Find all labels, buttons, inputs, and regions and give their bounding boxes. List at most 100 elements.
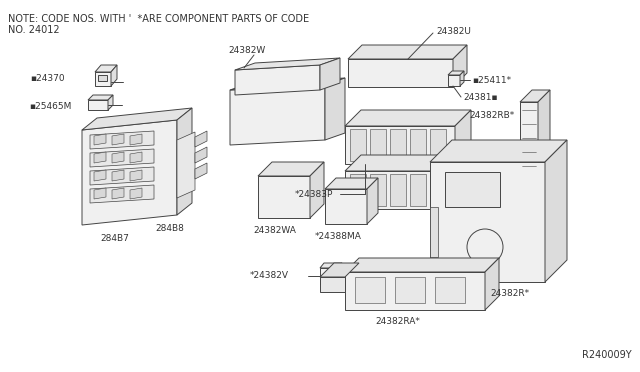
- Polygon shape: [88, 100, 108, 110]
- Polygon shape: [258, 176, 310, 218]
- Text: *24388MA: *24388MA: [315, 231, 362, 241]
- Polygon shape: [448, 71, 464, 75]
- Polygon shape: [345, 272, 485, 310]
- Polygon shape: [94, 152, 106, 163]
- Polygon shape: [430, 129, 446, 161]
- Polygon shape: [320, 263, 359, 277]
- Polygon shape: [350, 129, 366, 161]
- Polygon shape: [430, 207, 438, 257]
- Polygon shape: [320, 277, 345, 292]
- Polygon shape: [410, 174, 426, 206]
- Polygon shape: [130, 152, 142, 163]
- Polygon shape: [94, 170, 106, 181]
- Polygon shape: [410, 129, 426, 161]
- Text: ▪25411*: ▪25411*: [472, 76, 511, 84]
- Polygon shape: [338, 263, 342, 284]
- Polygon shape: [195, 131, 207, 147]
- Polygon shape: [88, 95, 113, 100]
- Polygon shape: [90, 167, 154, 185]
- Bar: [395, 277, 425, 303]
- Polygon shape: [320, 268, 338, 284]
- Polygon shape: [235, 58, 340, 70]
- Text: 24382W: 24382W: [228, 45, 265, 55]
- Polygon shape: [130, 170, 142, 181]
- Polygon shape: [230, 85, 325, 145]
- Polygon shape: [90, 131, 154, 149]
- Polygon shape: [230, 78, 345, 90]
- Text: 24382RB*: 24382RB*: [470, 110, 515, 119]
- Text: 24382WA: 24382WA: [253, 225, 296, 234]
- Polygon shape: [195, 163, 207, 179]
- Polygon shape: [320, 263, 342, 268]
- Polygon shape: [348, 59, 453, 87]
- Polygon shape: [90, 149, 154, 167]
- Polygon shape: [95, 72, 111, 86]
- Polygon shape: [538, 90, 550, 192]
- Polygon shape: [94, 188, 106, 199]
- Polygon shape: [520, 90, 550, 102]
- Text: R240009Y: R240009Y: [582, 350, 632, 360]
- Polygon shape: [320, 58, 340, 90]
- Polygon shape: [455, 155, 471, 209]
- Text: 24382U: 24382U: [436, 26, 471, 35]
- Polygon shape: [82, 120, 177, 225]
- Text: 24381▪: 24381▪: [463, 93, 498, 102]
- Polygon shape: [350, 174, 366, 206]
- Text: 24382RA*: 24382RA*: [375, 317, 420, 327]
- Polygon shape: [108, 95, 113, 110]
- Polygon shape: [345, 171, 455, 209]
- Polygon shape: [545, 140, 567, 282]
- Polygon shape: [325, 78, 345, 140]
- Polygon shape: [370, 174, 386, 206]
- Polygon shape: [177, 132, 195, 198]
- Text: 24382R*: 24382R*: [490, 289, 529, 298]
- Polygon shape: [258, 162, 324, 176]
- Polygon shape: [310, 162, 324, 218]
- Polygon shape: [112, 152, 124, 163]
- Polygon shape: [235, 65, 320, 95]
- Text: 284B7: 284B7: [100, 234, 129, 243]
- Bar: [445, 172, 500, 207]
- Polygon shape: [485, 258, 499, 310]
- Polygon shape: [453, 45, 467, 87]
- Polygon shape: [112, 170, 124, 181]
- Polygon shape: [345, 155, 471, 171]
- Bar: [98, 75, 107, 81]
- Text: NOTE: CODE NOS. WITH '  *ARE COMPONENT PARTS OF CODE: NOTE: CODE NOS. WITH ' *ARE COMPONENT PA…: [8, 14, 309, 24]
- Polygon shape: [130, 134, 142, 145]
- Polygon shape: [195, 147, 207, 163]
- Polygon shape: [95, 65, 117, 72]
- Polygon shape: [345, 110, 471, 126]
- Polygon shape: [430, 162, 545, 282]
- Polygon shape: [448, 75, 460, 86]
- Polygon shape: [94, 134, 106, 145]
- Polygon shape: [130, 188, 142, 199]
- Polygon shape: [325, 189, 367, 224]
- Text: 284B8: 284B8: [155, 224, 184, 232]
- Text: ▪25465M: ▪25465M: [29, 102, 72, 110]
- Bar: [435, 277, 465, 303]
- Text: *24382V: *24382V: [250, 272, 289, 280]
- Polygon shape: [390, 174, 406, 206]
- Polygon shape: [325, 178, 378, 189]
- Polygon shape: [345, 258, 499, 272]
- Polygon shape: [348, 45, 467, 59]
- Polygon shape: [390, 129, 406, 161]
- Bar: [355, 277, 385, 303]
- Polygon shape: [460, 71, 464, 86]
- Polygon shape: [367, 178, 378, 224]
- Text: *24383P: *24383P: [295, 189, 333, 199]
- Polygon shape: [370, 129, 386, 161]
- Polygon shape: [177, 108, 192, 215]
- Polygon shape: [345, 126, 455, 164]
- Polygon shape: [90, 185, 154, 203]
- Polygon shape: [112, 134, 124, 145]
- Polygon shape: [82, 108, 192, 130]
- Polygon shape: [112, 188, 124, 199]
- Text: NO. 24012: NO. 24012: [8, 25, 60, 35]
- Polygon shape: [520, 102, 538, 192]
- Polygon shape: [430, 174, 446, 206]
- Text: ▪24370: ▪24370: [30, 74, 65, 83]
- Polygon shape: [111, 65, 117, 86]
- Polygon shape: [430, 140, 567, 162]
